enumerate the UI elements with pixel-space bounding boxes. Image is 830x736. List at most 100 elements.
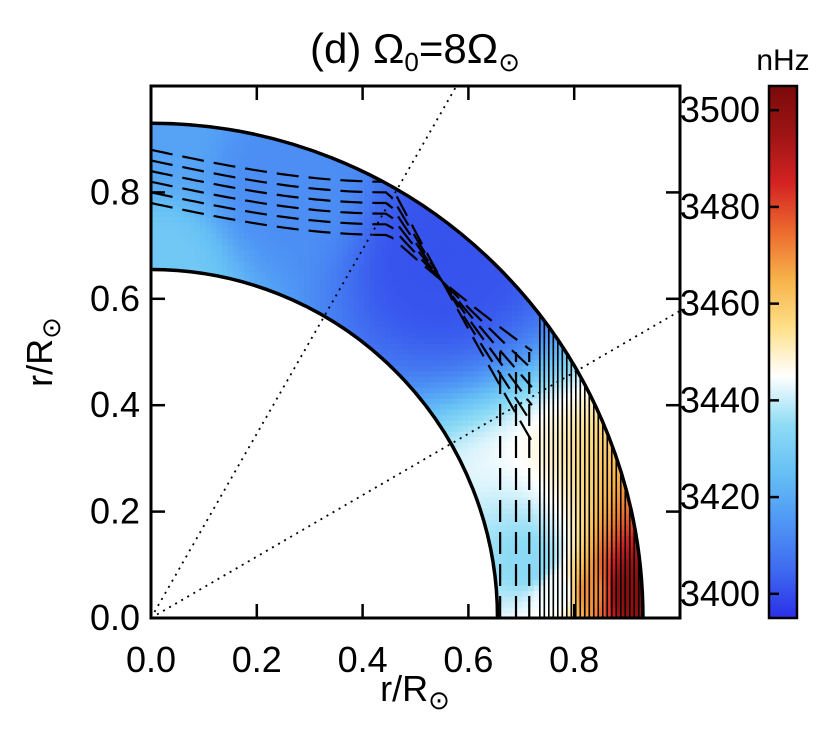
field-cell — [183, 216, 190, 223]
field-cell — [396, 343, 404, 350]
field-cell — [566, 480, 573, 487]
field-cell — [391, 266, 398, 273]
field-cell — [396, 299, 404, 306]
field-cell — [282, 134, 289, 141]
field-cell — [156, 211, 163, 218]
field-cell — [446, 277, 453, 284]
field-cell — [632, 557, 639, 564]
field-cell — [304, 167, 311, 174]
field-cell — [593, 557, 600, 564]
field-cell — [298, 227, 305, 234]
field-cell — [161, 172, 168, 179]
y-tick-label: 0.8 — [90, 171, 140, 212]
field-cell — [533, 365, 540, 372]
field-cell — [582, 491, 589, 498]
field-cell — [407, 376, 414, 383]
field-cell — [435, 354, 442, 361]
field-cell — [539, 370, 546, 377]
field-cell — [298, 150, 305, 157]
field-cell — [446, 343, 453, 350]
field-cell — [566, 409, 573, 416]
field-cell — [342, 332, 349, 339]
field-cell — [282, 150, 289, 157]
field-cell — [500, 288, 507, 295]
field-cell — [566, 453, 573, 460]
field-cell — [468, 354, 475, 361]
field-cell — [304, 310, 311, 317]
field-cell — [183, 150, 190, 157]
field-cell — [566, 469, 573, 476]
field-cell — [610, 524, 617, 531]
field-cell — [369, 183, 376, 190]
field-cell — [222, 216, 229, 223]
field-cell — [205, 277, 212, 284]
field-cell — [500, 365, 507, 372]
field-cell — [205, 222, 212, 229]
field-cell — [528, 409, 535, 416]
field-cell — [265, 282, 272, 289]
field-cell — [517, 524, 524, 531]
field-cell — [571, 453, 578, 460]
field-cell — [238, 238, 245, 245]
title-subscript: 0 — [404, 47, 418, 77]
field-cell — [484, 354, 491, 361]
field-cell — [336, 183, 343, 190]
field-cell — [610, 513, 617, 520]
field-cell — [211, 260, 218, 267]
field-cell — [632, 612, 639, 619]
field-cell — [156, 205, 163, 212]
field-cell — [539, 546, 546, 553]
field-cell — [172, 200, 179, 207]
field-cell — [233, 156, 240, 163]
field-cell — [304, 282, 311, 289]
field-cell — [533, 552, 540, 559]
field-cell — [222, 249, 229, 256]
field-cell — [621, 557, 628, 564]
field-cell — [331, 315, 338, 322]
field-cell — [424, 332, 431, 339]
field-cell — [566, 464, 573, 471]
field-cell — [211, 211, 218, 218]
field-cell — [375, 233, 382, 240]
field-cell — [451, 260, 458, 267]
field-cell — [172, 156, 179, 163]
field-cell — [189, 178, 196, 185]
field-cell — [298, 233, 305, 240]
field-cell — [238, 194, 245, 201]
field-cell — [205, 134, 212, 141]
field-cell — [391, 293, 398, 300]
field-cell — [473, 343, 480, 350]
field-cell — [440, 238, 447, 245]
field-cell — [615, 546, 622, 553]
field-cell — [495, 513, 502, 520]
field-cell — [495, 271, 502, 278]
field-cell — [468, 398, 475, 405]
field-cell — [473, 271, 480, 278]
field-cell — [539, 574, 546, 581]
field-cell — [156, 161, 163, 168]
field-cell — [478, 392, 486, 399]
field-cell — [424, 348, 431, 355]
field-cell — [238, 233, 245, 240]
field-cell — [364, 178, 371, 185]
field-cell — [375, 282, 382, 289]
field-cell — [391, 282, 398, 289]
field-cell — [287, 189, 294, 196]
field-cell — [347, 255, 354, 262]
field-cell — [539, 590, 546, 597]
field-cell — [560, 453, 568, 460]
field-cell — [571, 475, 578, 482]
field-cell — [506, 508, 513, 515]
field-cell — [478, 376, 486, 383]
field-cell — [478, 337, 486, 344]
field-cell — [610, 491, 617, 498]
field-cell — [205, 266, 212, 273]
field-cell — [391, 233, 398, 240]
field-cell — [468, 260, 475, 267]
field-cell — [473, 249, 480, 256]
field-cell — [364, 238, 371, 245]
field-cell — [566, 458, 573, 465]
field-cell — [571, 458, 578, 465]
field-cell — [468, 310, 475, 317]
field-cell — [522, 442, 529, 449]
